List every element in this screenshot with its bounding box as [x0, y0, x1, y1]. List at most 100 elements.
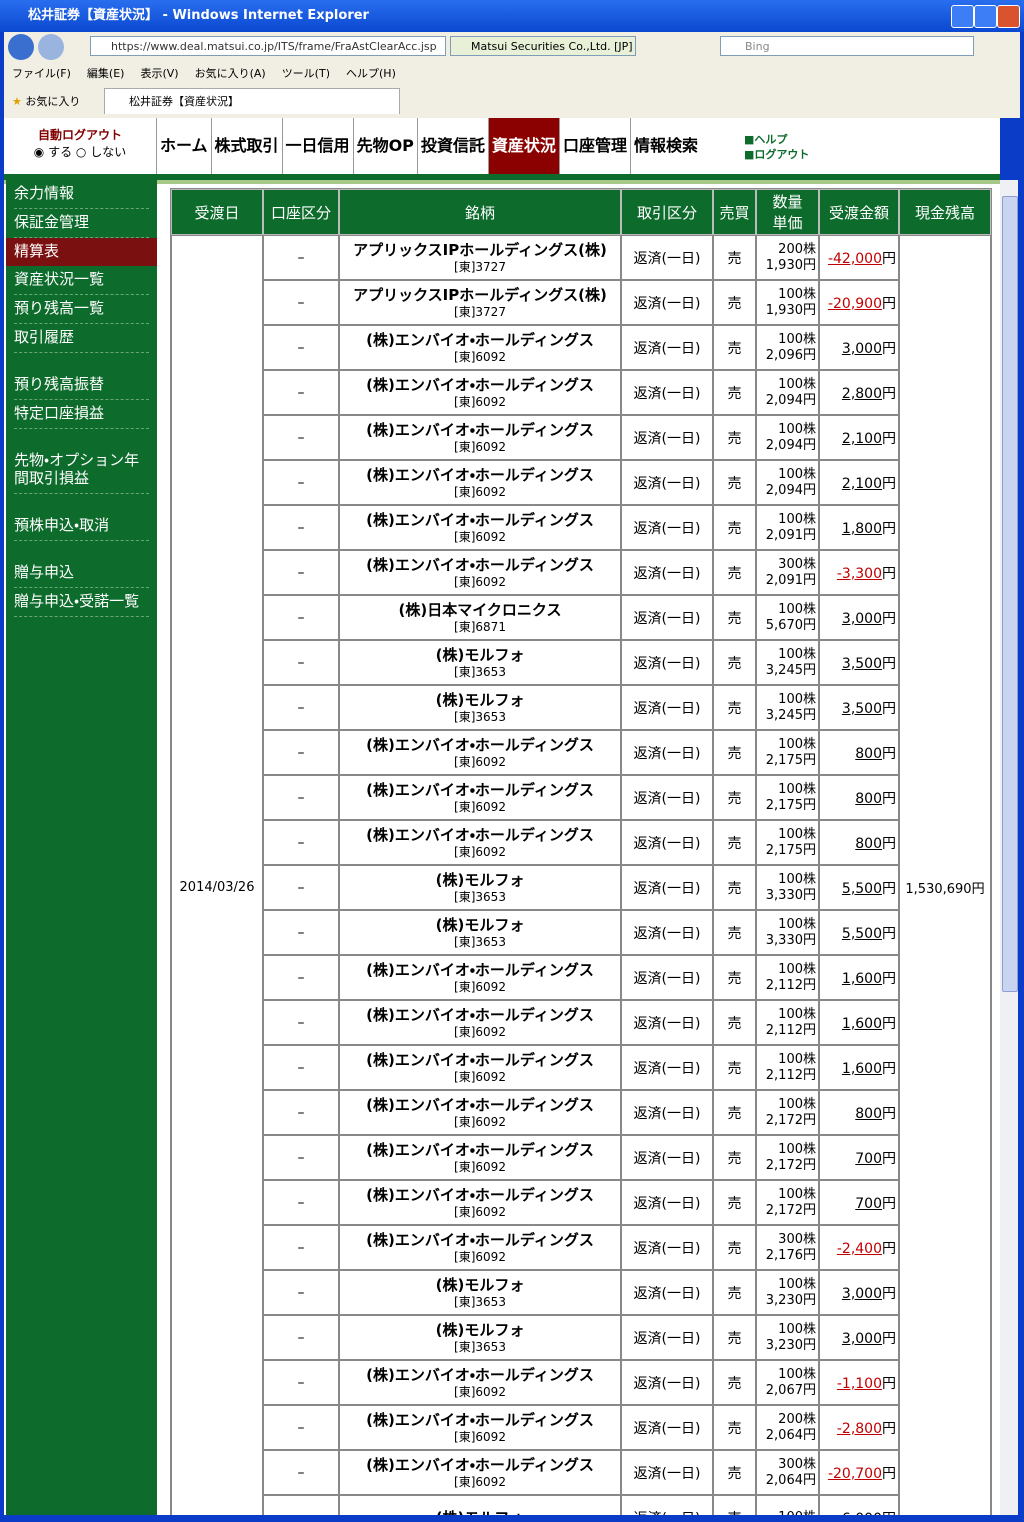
column-header: 売買	[713, 189, 756, 235]
help-link[interactable]: ヘルプ	[754, 133, 788, 146]
price: 3,230円	[765, 1292, 816, 1308]
amount[interactable]: 5,500	[841, 925, 882, 942]
favorites-button[interactable]: ★ お気に入り	[12, 95, 81, 108]
menu-item[interactable]: お気に入り(A)	[194, 67, 266, 80]
scroll-thumb[interactable]	[1002, 196, 1018, 992]
account-type: –	[263, 1225, 339, 1270]
amount-cell: 1,600円	[819, 1045, 899, 1090]
amount[interactable]: 3,000	[841, 610, 882, 627]
sidebar-link[interactable]: 余力情報	[14, 180, 149, 209]
amount[interactable]: 800	[855, 835, 882, 852]
amount[interactable]: 1,800	[841, 520, 882, 537]
table-row: – アプリックスIPホールディングス(株) [東]3727 返済(一日) 売 100株 1,…	[171, 280, 991, 325]
quantity: 100株	[778, 376, 816, 392]
amount[interactable]: 800	[855, 745, 882, 762]
amount[interactable]: 1,600	[841, 970, 882, 987]
forward-button[interactable]	[38, 34, 64, 60]
radio-on-label[interactable]: する	[48, 145, 73, 159]
amount[interactable]: -1,100	[836, 1375, 882, 1392]
amount[interactable]: 700	[855, 1150, 882, 1167]
nav-item[interactable]: 投資信託	[416, 118, 488, 174]
amount[interactable]: -2,400	[836, 1240, 882, 1257]
nav-item[interactable]: 情報検索	[629, 118, 701, 174]
amount[interactable]: -20,900	[827, 295, 882, 312]
amount[interactable]: 3,000	[841, 340, 882, 357]
menu-item[interactable]: 表示(V)	[140, 67, 179, 80]
amount[interactable]: -42,000	[827, 250, 882, 267]
radio-on[interactable]: ◉	[33, 145, 49, 159]
search-box[interactable]: Bing	[720, 36, 974, 56]
amount[interactable]: 3,500	[841, 655, 882, 672]
sidebar-link[interactable]: 取引履歴	[14, 324, 149, 353]
account-type: –	[263, 1450, 339, 1495]
radio-off[interactable]: ○	[75, 145, 91, 159]
amount[interactable]: 3,000	[841, 1330, 882, 1347]
logout-link[interactable]: ログアウト	[754, 148, 810, 161]
quantity: 100株	[778, 961, 816, 977]
nav-item[interactable]: 資産状況	[487, 118, 559, 174]
security-code: [東]3653	[454, 709, 506, 724]
header-line: 単価	[772, 214, 803, 232]
sidebar-link[interactable]: 先物・オプション年間取引損益	[14, 447, 149, 494]
sidebar-link[interactable]: 保証金管理	[14, 209, 149, 238]
amount[interactable]: 2,100	[841, 430, 882, 447]
menu-item[interactable]: 編集(E)	[86, 67, 125, 80]
sidebar-link[interactable]: 預り残高一覧	[14, 295, 149, 324]
amount[interactable]: 1,600	[841, 1015, 882, 1032]
favorites-label[interactable]: お気に入り	[25, 95, 81, 108]
browser-tab[interactable]: 松井証券【資産状況】	[104, 88, 400, 114]
amount[interactable]: 800	[855, 790, 882, 807]
price: 3,245円	[765, 662, 816, 678]
back-button[interactable]	[8, 34, 34, 60]
nav-item[interactable]: 株式取引	[210, 118, 282, 174]
nav-item[interactable]: ホーム	[156, 118, 211, 174]
security: (株)エンバイオ・ホールディングス [東]6092	[339, 820, 621, 865]
amount-cell: -2,800円	[819, 1405, 899, 1450]
sidebar-link[interactable]: 贈与申込・受諾一覧	[14, 588, 149, 617]
certificate-indicator[interactable]: Matsui Securities Co.,Ltd. [JP]	[450, 36, 636, 56]
menu-item[interactable]: ツール(T)	[281, 67, 330, 80]
nav-item[interactable]: 先物OP	[352, 118, 417, 174]
side: 売	[713, 730, 756, 775]
sidebar-link[interactable]: 預株申込・取消	[14, 512, 149, 541]
radio-off-label[interactable]: しない	[90, 145, 127, 159]
amount[interactable]: 5,500	[841, 880, 882, 897]
amount[interactable]: 2,800	[841, 385, 882, 402]
price: 2,175円	[765, 752, 816, 768]
price: 2,175円	[765, 797, 816, 813]
sidebar-link[interactable]: 贈与申込	[14, 559, 149, 588]
sidebar-link[interactable]: 資産状況一覧	[14, 266, 149, 295]
price: 2,112円	[765, 1067, 816, 1083]
amount[interactable]: 3,500	[841, 700, 882, 717]
close-button[interactable]	[997, 5, 1020, 28]
security-name: (株)エンバイオ・ホールディングス	[366, 375, 594, 394]
menu-item[interactable]: ファイル(F)	[12, 67, 71, 80]
amount[interactable]: -20,700	[827, 1465, 882, 1482]
quantity: 100株	[759, 1510, 816, 1516]
sidebar-link[interactable]: 特定口座損益	[14, 400, 149, 429]
minimize-button[interactable]	[951, 5, 974, 28]
maximize-button[interactable]	[974, 5, 997, 28]
security: (株)エンバイオ・ホールディングス [東]6092	[339, 730, 621, 775]
sidebar-link[interactable]: 精算表	[6, 238, 157, 266]
address-bar[interactable]: https://www.deal.matsui.co.jp/ITS/frame/…	[90, 36, 446, 56]
nav-item[interactable]: 一日信用	[281, 118, 353, 174]
amount-unit: 円	[882, 430, 896, 447]
amount[interactable]: 2,100	[841, 475, 882, 492]
title-bar: 松井証券【資産状況】 - Windows Internet Explorer	[0, 0, 1024, 32]
nav-item[interactable]: 口座管理	[558, 118, 630, 174]
security: (株)エンバイオ・ホールディングス [東]6092	[339, 1450, 621, 1495]
amount[interactable]: 6,000	[842, 1511, 882, 1516]
menu-item[interactable]: ヘルプ(H)	[346, 67, 396, 80]
sidebar-link[interactable]: 預り残高振替	[14, 371, 149, 400]
amount[interactable]: 1,600	[841, 1060, 882, 1077]
amount[interactable]: -3,300	[836, 565, 882, 582]
amount[interactable]: 3,000	[841, 1285, 882, 1302]
amount-unit: 円	[882, 1465, 896, 1482]
amount[interactable]: 700	[855, 1195, 882, 1212]
security-name: アプリックスIPホールディングス(株)	[353, 285, 607, 304]
account-type: –	[263, 280, 339, 325]
amount[interactable]: 800	[855, 1105, 882, 1122]
amount[interactable]: -2,800	[836, 1420, 882, 1437]
quantity-price: 300株 2,176円	[756, 1225, 819, 1270]
